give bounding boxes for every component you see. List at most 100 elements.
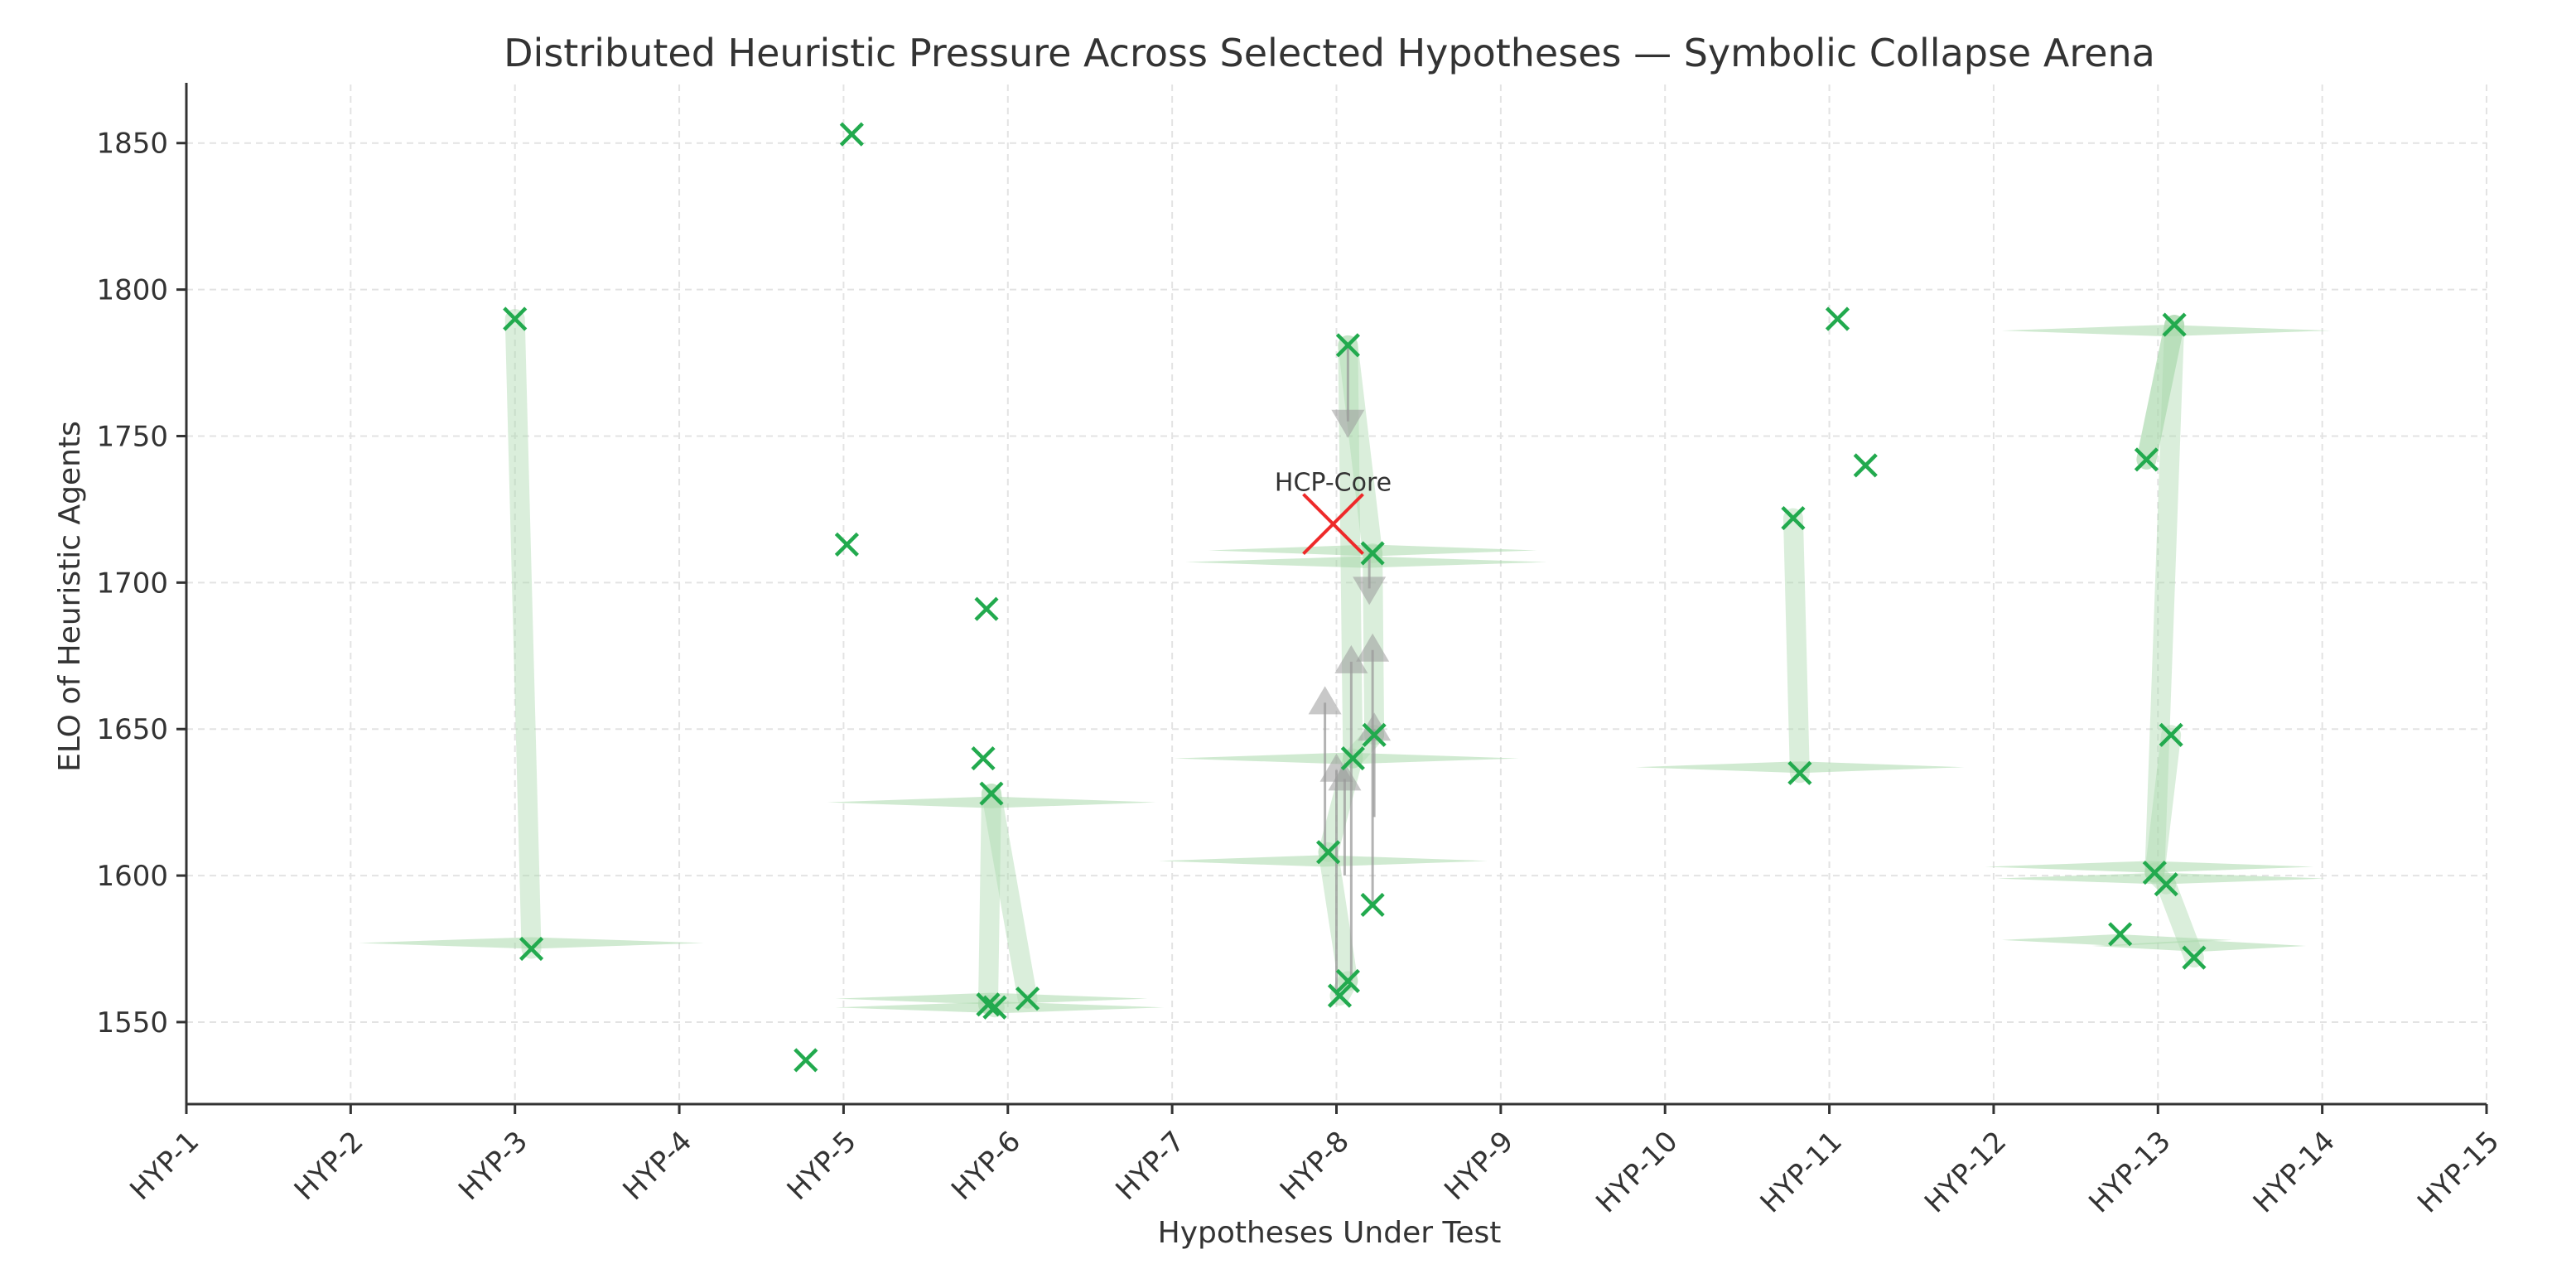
agent-marker	[1853, 453, 1878, 478]
arrow-head	[1353, 576, 1387, 605]
core-annotation: HCP-Core	[1275, 469, 1392, 498]
agent-marker-stroke	[2162, 312, 2187, 337]
agent-marker-stroke	[1360, 541, 1385, 566]
agent-marker-stroke	[1015, 987, 1040, 1011]
pressure-wedge	[1159, 855, 1488, 867]
agent-marker-stroke	[2142, 860, 2167, 885]
arrow-head	[1334, 644, 1368, 673]
agent-marker	[2159, 722, 2183, 747]
pressure-wedge	[359, 937, 704, 949]
agent-marker	[503, 306, 528, 331]
agent-marker	[2182, 945, 2207, 970]
agent-marker	[2162, 312, 2187, 337]
agent-marker-stroke	[2159, 722, 2183, 747]
agent-marker	[794, 1048, 818, 1073]
agent-marker	[974, 596, 999, 621]
pressure-link	[977, 784, 1001, 1015]
agent-marker	[519, 936, 544, 962]
agent-marker-stroke	[976, 992, 1001, 1017]
arrow-head	[1331, 409, 1365, 438]
pressure-wedge	[1208, 544, 1537, 557]
agent-marker-stroke	[1781, 505, 1806, 531]
grid-lines	[186, 84, 2487, 1104]
y-tick-label: 1800	[96, 274, 168, 307]
pressure-wedge	[1174, 752, 1519, 765]
arrow-head	[1358, 712, 1392, 741]
y-tick-label: 1750	[96, 420, 168, 453]
agent-marker	[1787, 760, 1812, 785]
agent-marker-stroke	[2154, 872, 2178, 897]
pressure-link	[2136, 315, 2185, 470]
agent-marker	[1825, 306, 1850, 331]
agent-marker	[1362, 722, 1387, 747]
agent-marker	[2108, 922, 2133, 947]
agent-marker	[1335, 333, 1360, 358]
core-marker-stroke	[1302, 493, 1364, 556]
agent-marker	[979, 781, 1004, 806]
pressure-arrows	[1308, 345, 1392, 996]
agent-marker-stroke	[1340, 746, 1365, 771]
agent-marker	[1360, 892, 1385, 918]
agent-marker	[1015, 987, 1040, 1011]
pressure-link	[504, 308, 542, 959]
y-tick-label: 1550	[96, 1006, 168, 1040]
pressure-wedge	[835, 1001, 1165, 1014]
arrow-head	[1308, 686, 1342, 715]
arrow-head	[1356, 633, 1390, 662]
agent-marker-stroke	[979, 781, 1004, 806]
chart-title: Distributed Heuristic Pressure Across Se…	[504, 31, 2155, 75]
pressure-wedge	[1635, 761, 1965, 774]
agent-marker-stroke	[794, 1048, 818, 1073]
agent-markers: HCP-Core	[503, 122, 2207, 1073]
pressure-wedge	[2091, 939, 2306, 952]
pressure-link	[2144, 725, 2182, 883]
agent-marker	[1340, 746, 1365, 771]
x-axis-label: Hypotheses Under Test	[1158, 1216, 1502, 1250]
agent-marker	[834, 532, 859, 557]
y-tick-label: 1650	[96, 713, 168, 746]
agent-marker-stroke	[1327, 983, 1353, 1008]
agent-marker-stroke	[2182, 945, 2207, 970]
agent-marker	[982, 995, 1007, 1020]
pressure-link	[2136, 315, 2185, 470]
agent-marker-stroke	[1335, 968, 1360, 994]
core-marker	[1302, 493, 1364, 556]
pressure-link	[1338, 335, 1383, 563]
agent-marker-stroke	[519, 936, 544, 962]
agent-marker	[1335, 968, 1360, 994]
pressure-link	[2144, 315, 2185, 883]
agent-marker	[1781, 505, 1806, 531]
y-tick-label: 1700	[96, 567, 168, 600]
pressure-link	[1782, 508, 1810, 784]
pressure-link	[1318, 842, 1358, 991]
agent-marker-stroke	[2108, 922, 2133, 947]
agent-marker	[1315, 840, 1341, 865]
y-tick-label: 1600	[96, 860, 168, 893]
agent-marker-stroke	[971, 746, 996, 771]
agent-marker-stroke	[839, 122, 864, 147]
agent-marker-stroke	[1825, 306, 1850, 331]
pressure-wedge	[827, 796, 1156, 808]
agent-marker	[976, 992, 1001, 1017]
agent-marker-stroke	[1335, 333, 1360, 358]
y-tick-label: 1850	[96, 128, 168, 161]
agent-marker-stroke	[974, 596, 999, 621]
agent-marker-stroke	[834, 532, 859, 557]
agent-marker-stroke	[2134, 447, 2159, 472]
agent-marker-stroke	[1315, 840, 1341, 865]
arrow-head	[1328, 762, 1362, 791]
agent-marker-stroke	[1362, 722, 1387, 747]
agent-marker	[2154, 872, 2178, 897]
agent-marker-stroke	[982, 995, 1007, 1020]
agent-marker	[839, 122, 864, 147]
agent-marker-stroke	[1853, 453, 1878, 478]
agent-marker-stroke	[503, 306, 528, 331]
agent-marker	[1360, 541, 1385, 566]
pressure-link	[981, 784, 1038, 1009]
y-axis-label: ELO of Heuristic Agents	[53, 421, 87, 772]
agent-marker	[1327, 983, 1353, 1008]
agent-marker-stroke	[1360, 892, 1385, 918]
agent-marker	[971, 746, 996, 771]
agent-marker-stroke	[1787, 760, 1812, 785]
